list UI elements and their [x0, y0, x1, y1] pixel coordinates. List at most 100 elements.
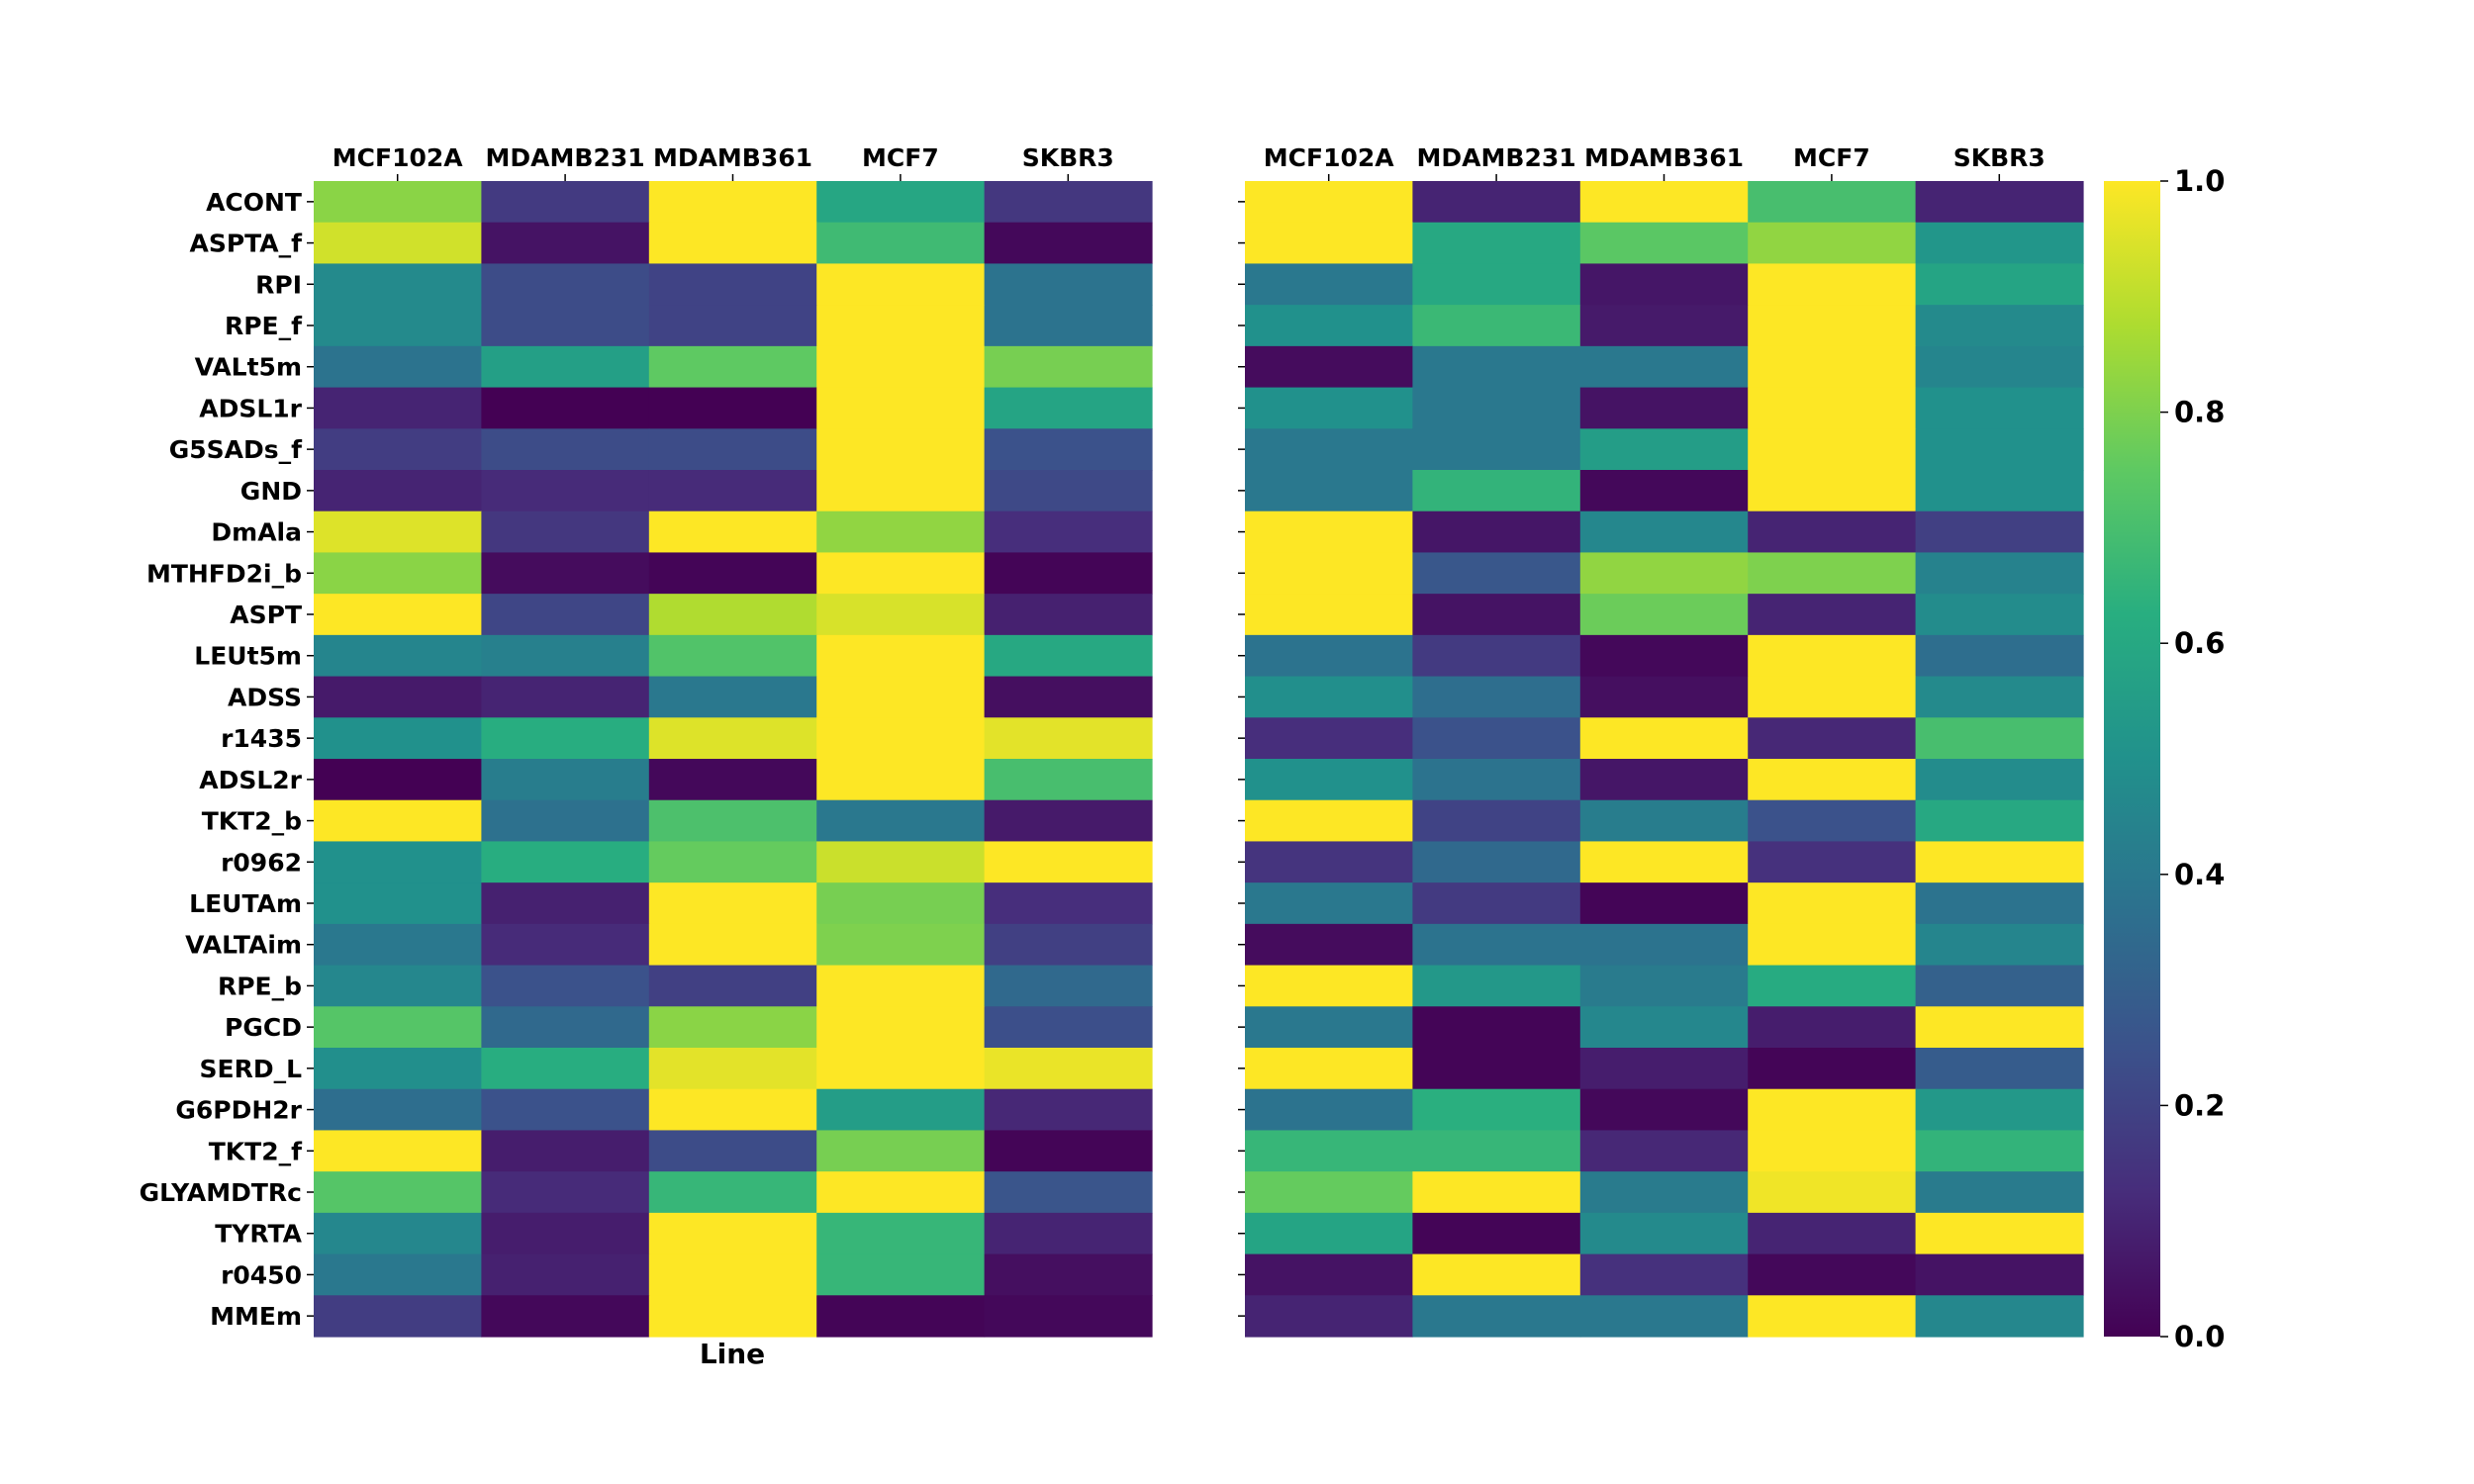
heatmap-left-cell-14-2	[648, 759, 817, 801]
heatmap-right-cell-19-4	[1915, 965, 2084, 1007]
heatmap-right-cell-9-3	[1748, 552, 1917, 595]
heatmap-left-cell-25-3	[816, 1212, 986, 1255]
heatmap-right-cell-1-2	[1579, 222, 1749, 265]
heatmap-row-label-16: r0962	[221, 848, 302, 877]
heatmap-right-cell-4-2	[1579, 345, 1749, 389]
heatmap-right-cell-17-1	[1412, 882, 1581, 925]
heatmap-right-cell-13-1	[1412, 717, 1581, 760]
heatmap-right-cell-4-3	[1748, 345, 1917, 389]
heatmap-left-cell-7-0	[314, 470, 482, 512]
heatmap-row-label-8: DmAla	[211, 518, 302, 547]
heatmap-right-cell-20-4	[1915, 1006, 2084, 1049]
heatmap-row-label-5: ADSL1r	[199, 394, 302, 422]
heatmap-right-cell-3-4	[1915, 305, 2084, 347]
heatmap-right-cell-20-2	[1579, 1006, 1749, 1049]
heatmap-right-cell-22-3	[1748, 1088, 1917, 1132]
heatmap-right-cell-7-0	[1245, 470, 1413, 512]
heatmap-left-cell-14-3	[816, 759, 986, 801]
heatmap-right-cell-18-4	[1915, 923, 2084, 967]
heatmap-left-cell-11-1	[481, 634, 650, 678]
heatmap-left-cell-10-1	[481, 594, 650, 636]
heatmap-left-cell-2-1	[481, 263, 650, 306]
heatmap-right-cell-25-0	[1245, 1212, 1413, 1255]
heatmap-right-cell-10-1	[1412, 594, 1581, 636]
heatmap-right-cell-12-0	[1245, 676, 1413, 718]
heatmap-left-cell-6-2	[648, 428, 817, 471]
heatmap-left-cell-4-4	[984, 345, 1153, 389]
heatmap-right-cell-25-2	[1579, 1212, 1749, 1255]
heatmap-right-cell-11-3	[1748, 634, 1917, 678]
heatmap-right-cell-3-2	[1579, 305, 1749, 347]
heatmap-left-cell-0-2	[648, 181, 817, 224]
heatmap-right-cell-26-2	[1579, 1253, 1749, 1296]
heatmap-left-cell-7-1	[481, 470, 650, 512]
heatmap-left-cell-1-1	[481, 222, 650, 265]
heatmap-right-cell-7-4	[1915, 470, 2084, 512]
heatmap-right-cell-27-3	[1748, 1295, 1917, 1338]
colorbar-gradient	[2104, 181, 2160, 1337]
heatmap-left-cell-0-1	[481, 181, 650, 224]
heatmap-row-label-3: RPE_f	[225, 312, 303, 340]
heatmap-left-cell-10-3	[816, 594, 986, 636]
heatmap-row-label-23: TKT2_f	[209, 1137, 303, 1165]
heatmap-left-cell-11-2	[648, 634, 817, 678]
heatmap-left-cell-22-1	[481, 1088, 650, 1132]
heatmap-row-label-6: G5SADs_f	[169, 435, 303, 464]
heatmap-left-cell-24-1	[481, 1171, 650, 1214]
heatmap-right-col-label-2: MDAMB361	[1584, 143, 1744, 172]
heatmap-left-cell-5-3	[816, 387, 986, 429]
heatmap-left-cell-15-0	[314, 799, 482, 843]
heatmap-left-cell-20-4	[984, 1006, 1153, 1049]
heatmap-right-cell-2-1	[1412, 263, 1581, 306]
heatmap-right-cell-26-4	[1915, 1253, 2084, 1296]
heatmap-left-cell-22-0	[314, 1088, 482, 1132]
heatmap-right-cell-5-2	[1579, 387, 1749, 429]
heatmap-right-cell-5-3	[1748, 387, 1917, 429]
heatmap-right-cell-15-4	[1915, 799, 2084, 843]
heatmap-left-cell-2-3	[816, 263, 986, 306]
heatmap-left-cell-9-0	[314, 552, 482, 595]
heatmap-right-cell-19-1	[1412, 965, 1581, 1007]
heatmap-row-label-27: MMEm	[210, 1302, 302, 1331]
heatmap-left-cell-19-0	[314, 965, 482, 1007]
colorbar-tick-label-1: 0.2	[2174, 1088, 2225, 1122]
heatmap-left-col-label-4: SKBR3	[1022, 143, 1114, 172]
heatmap-left-cell-16-0	[314, 841, 482, 883]
heatmap-right-cell-23-1	[1412, 1130, 1581, 1172]
heatmap-right-cell-16-3	[1748, 841, 1917, 883]
heatmap-right-cell-8-0	[1245, 510, 1413, 554]
heatmap-right-cell-9-1	[1412, 552, 1581, 595]
heatmap-left-cell-9-1	[481, 552, 650, 595]
heatmap-right-cell-22-0	[1245, 1088, 1413, 1132]
heatmap-right-cell-17-4	[1915, 882, 2084, 925]
heatmap-left-cell-17-0	[314, 882, 482, 925]
heatmap-left-cell-12-0	[314, 676, 482, 718]
heatmap-right-col-label-0: MCF102A	[1264, 143, 1394, 172]
heatmap-left-col-label-0: MCF102A	[333, 143, 463, 172]
colorbar-tick-label-3: 0.6	[2174, 626, 2225, 660]
heatmap-right-cell-14-0	[1245, 759, 1413, 801]
heatmap-left-cell-22-2	[648, 1088, 817, 1132]
heatmap-right-cell-0-0	[1245, 181, 1413, 224]
heatmap-left-cell-4-0	[314, 345, 482, 389]
heatmap-left-cell-13-0	[314, 717, 482, 760]
heatmap-right-cell-6-3	[1748, 428, 1917, 471]
heatmap-left-cell-24-2	[648, 1171, 817, 1214]
heatmap-left-cell-16-1	[481, 841, 650, 883]
heatmap-right-cell-16-1	[1412, 841, 1581, 883]
heatmap-left-cell-23-2	[648, 1130, 817, 1172]
heatmap-row-label-1: ASPTA_f	[189, 230, 303, 258]
heatmap-right-cell-14-2	[1579, 759, 1749, 801]
heatmap-left-cell-26-2	[648, 1253, 817, 1296]
heatmap-left-cell-0-0	[314, 181, 482, 224]
heatmap-right-cell-21-0	[1245, 1048, 1413, 1090]
heatmap-left-cell-26-1	[481, 1253, 650, 1296]
heatmap-left-cell-24-0	[314, 1171, 482, 1214]
heatmap-right-cell-8-3	[1748, 510, 1917, 554]
heatmap-left-cell-19-2	[648, 965, 817, 1007]
heatmap-right-cell-3-3	[1748, 305, 1917, 347]
heatmap-left-cell-21-0	[314, 1048, 482, 1090]
heatmap-right-cell-5-4	[1915, 387, 2084, 429]
heatmap-right-cell-10-4	[1915, 594, 2084, 636]
heatmap-left-cell-17-1	[481, 882, 650, 925]
